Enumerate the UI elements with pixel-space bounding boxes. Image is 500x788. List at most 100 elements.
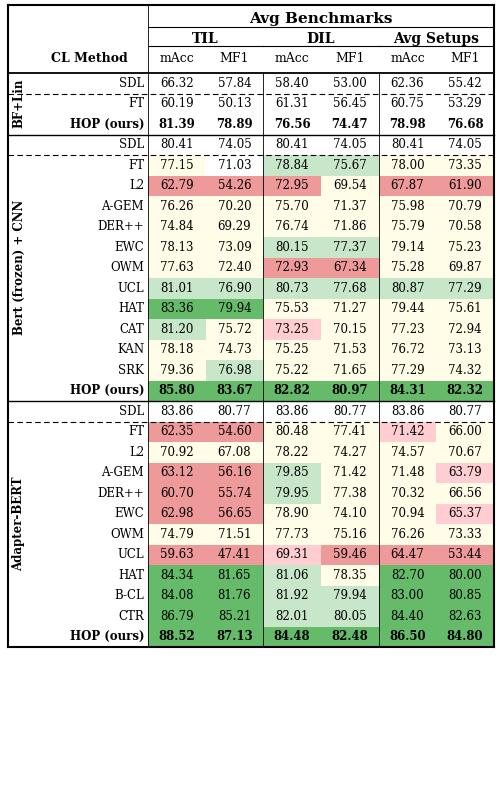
Text: 71.27: 71.27 xyxy=(333,303,366,315)
Bar xyxy=(264,258,321,278)
Bar xyxy=(264,504,321,524)
Text: 77.73: 77.73 xyxy=(276,528,309,541)
Text: 76.74: 76.74 xyxy=(276,221,309,233)
Text: Bert (frozen) + CNN: Bert (frozen) + CNN xyxy=(12,200,26,336)
Text: 55.74: 55.74 xyxy=(218,487,252,500)
Text: 75.23: 75.23 xyxy=(448,241,482,254)
Bar xyxy=(436,258,494,278)
Bar xyxy=(436,442,494,463)
Text: 67.34: 67.34 xyxy=(333,262,366,274)
Text: 75.53: 75.53 xyxy=(276,303,309,315)
Text: mAcc: mAcc xyxy=(275,51,310,65)
Text: 69.29: 69.29 xyxy=(218,221,252,233)
Text: 54.26: 54.26 xyxy=(218,179,252,192)
Text: 74.32: 74.32 xyxy=(448,364,482,377)
Bar xyxy=(378,196,436,217)
Bar xyxy=(378,524,436,545)
Text: mAcc: mAcc xyxy=(160,51,194,65)
Bar xyxy=(264,422,321,442)
Text: 62.36: 62.36 xyxy=(390,76,424,90)
Text: 71.03: 71.03 xyxy=(218,158,252,172)
Text: 83.67: 83.67 xyxy=(216,385,253,397)
Text: 81.92: 81.92 xyxy=(276,589,309,602)
Bar xyxy=(148,626,206,647)
Text: EWC: EWC xyxy=(114,507,144,520)
Text: 84.34: 84.34 xyxy=(160,569,194,582)
Text: 79.14: 79.14 xyxy=(390,241,424,254)
Text: 75.16: 75.16 xyxy=(333,528,366,541)
Text: 84.80: 84.80 xyxy=(447,630,484,643)
Bar xyxy=(378,217,436,237)
Bar xyxy=(321,237,378,258)
Text: 82.82: 82.82 xyxy=(274,385,310,397)
Bar xyxy=(148,340,206,360)
Text: 77.23: 77.23 xyxy=(390,323,424,336)
Text: 55.42: 55.42 xyxy=(448,76,482,90)
Text: 79.94: 79.94 xyxy=(218,303,252,315)
Text: 71.48: 71.48 xyxy=(391,466,424,479)
Text: 53.44: 53.44 xyxy=(448,548,482,561)
Bar xyxy=(264,360,321,381)
Text: 75.61: 75.61 xyxy=(448,303,482,315)
Text: 71.42: 71.42 xyxy=(333,466,366,479)
Text: 70.32: 70.32 xyxy=(390,487,424,500)
Text: 70.58: 70.58 xyxy=(448,221,482,233)
Bar xyxy=(264,176,321,196)
Text: 80.87: 80.87 xyxy=(391,282,424,295)
Bar xyxy=(436,155,494,176)
Bar xyxy=(148,155,206,176)
Bar xyxy=(378,545,436,565)
Bar xyxy=(321,483,378,504)
Text: 75.72: 75.72 xyxy=(218,323,252,336)
Text: 87.13: 87.13 xyxy=(216,630,253,643)
Text: L2: L2 xyxy=(129,446,144,459)
Text: 71.37: 71.37 xyxy=(333,199,366,213)
Bar xyxy=(206,176,264,196)
Bar xyxy=(436,319,494,340)
Text: 60.70: 60.70 xyxy=(160,487,194,500)
Bar xyxy=(378,340,436,360)
Bar xyxy=(148,196,206,217)
Text: 78.13: 78.13 xyxy=(160,241,194,254)
Text: 85.80: 85.80 xyxy=(158,385,195,397)
Text: 73.35: 73.35 xyxy=(448,158,482,172)
Bar xyxy=(378,585,436,606)
Bar xyxy=(148,278,206,299)
Bar xyxy=(148,463,206,483)
Text: 81.76: 81.76 xyxy=(218,589,252,602)
Text: 78.98: 78.98 xyxy=(389,117,426,131)
Text: 60.19: 60.19 xyxy=(160,97,194,110)
Text: 79.85: 79.85 xyxy=(276,466,309,479)
Text: 53.29: 53.29 xyxy=(448,97,482,110)
Bar xyxy=(264,585,321,606)
Text: 78.90: 78.90 xyxy=(276,507,309,520)
Bar xyxy=(264,381,321,401)
Bar xyxy=(206,524,264,545)
Text: 83.86: 83.86 xyxy=(276,405,309,418)
Bar xyxy=(436,299,494,319)
Text: 84.48: 84.48 xyxy=(274,630,310,643)
Bar xyxy=(321,422,378,442)
Text: 63.79: 63.79 xyxy=(448,466,482,479)
Bar xyxy=(148,360,206,381)
Text: 69.87: 69.87 xyxy=(448,262,482,274)
Text: 66.56: 66.56 xyxy=(448,487,482,500)
Bar xyxy=(321,176,378,196)
Text: 74.27: 74.27 xyxy=(333,446,366,459)
Bar xyxy=(264,217,321,237)
Bar xyxy=(378,237,436,258)
Text: 80.73: 80.73 xyxy=(276,282,309,295)
Bar xyxy=(206,565,264,585)
Bar xyxy=(264,319,321,340)
Text: 82.70: 82.70 xyxy=(391,569,424,582)
Bar xyxy=(378,360,436,381)
Bar xyxy=(206,278,264,299)
Bar xyxy=(436,606,494,626)
Text: 77.38: 77.38 xyxy=(333,487,366,500)
Text: 75.70: 75.70 xyxy=(276,199,309,213)
Text: SDL: SDL xyxy=(119,76,144,90)
Text: 73.13: 73.13 xyxy=(448,344,482,356)
Text: CTR: CTR xyxy=(118,610,144,623)
Bar xyxy=(264,565,321,585)
Text: 70.15: 70.15 xyxy=(333,323,366,336)
